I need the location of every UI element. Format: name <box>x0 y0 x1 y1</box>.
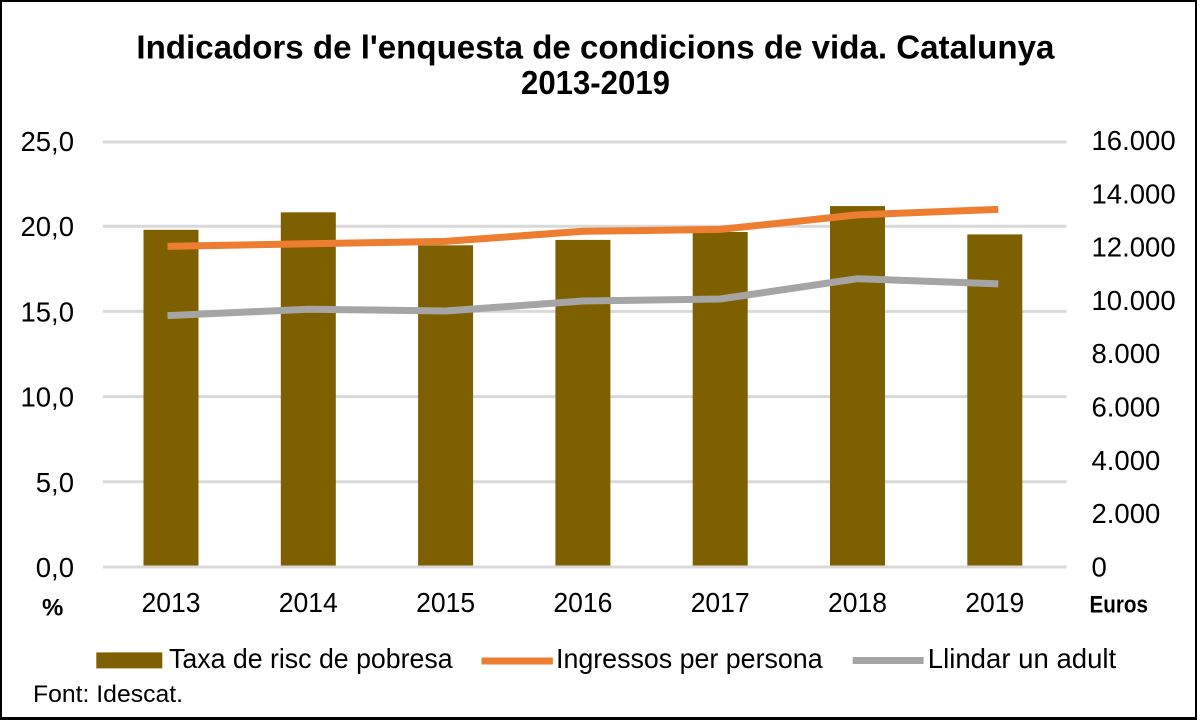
svg-text:10,0: 10,0 <box>20 382 74 413</box>
svg-text:Euros: Euros <box>1090 592 1149 619</box>
svg-text:2.000: 2.000 <box>1092 498 1161 529</box>
svg-text:15,0: 15,0 <box>20 296 74 327</box>
svg-text:2013-2019: 2013-2019 <box>521 64 670 101</box>
svg-text:2017: 2017 <box>691 587 750 618</box>
svg-text:4.000: 4.000 <box>1092 445 1161 476</box>
svg-text:2019: 2019 <box>965 587 1024 618</box>
svg-text:2014: 2014 <box>279 587 338 618</box>
svg-text:8.000: 8.000 <box>1092 338 1161 369</box>
svg-text:2015: 2015 <box>416 587 475 618</box>
svg-text:2018: 2018 <box>828 587 887 618</box>
svg-text:0,0: 0,0 <box>36 552 74 583</box>
svg-text:Font: Idescat.: Font: Idescat. <box>33 681 183 708</box>
svg-text:25,0: 25,0 <box>20 126 74 157</box>
svg-text:Taxa de risc de pobresa: Taxa de risc de pobresa <box>169 643 453 674</box>
svg-text:20,0: 20,0 <box>20 211 74 242</box>
svg-text:2016: 2016 <box>553 587 612 618</box>
svg-text:6.000: 6.000 <box>1092 392 1161 423</box>
svg-text:14.000: 14.000 <box>1092 178 1176 209</box>
svg-text:5,0: 5,0 <box>36 467 74 498</box>
svg-text:0: 0 <box>1092 551 1107 582</box>
svg-text:%: % <box>42 594 63 621</box>
svg-text:16.000: 16.000 <box>1092 125 1176 156</box>
svg-text:2013: 2013 <box>142 587 201 618</box>
svg-text:Llindar un adult: Llindar un adult <box>928 643 1117 674</box>
svg-text:Indicadors de l'enquesta de co: Indicadors de l'enquesta de condicions d… <box>136 29 1055 66</box>
svg-text:12.000: 12.000 <box>1092 232 1176 263</box>
svg-text:10.000: 10.000 <box>1092 285 1176 316</box>
svg-text:Ingressos per persona: Ingressos per persona <box>556 643 823 674</box>
